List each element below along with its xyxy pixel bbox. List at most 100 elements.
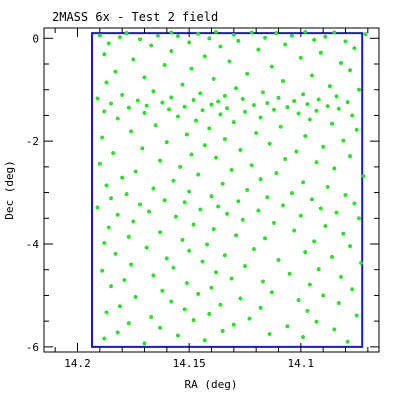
star-point: [182, 200, 187, 205]
star-point: [142, 341, 147, 346]
star-point: [363, 32, 368, 37]
star-point: [108, 196, 113, 201]
star-point: [227, 59, 232, 64]
star-point: [245, 71, 250, 76]
y-tick-label: -6: [26, 341, 39, 354]
star-point: [207, 126, 212, 131]
star-point: [196, 31, 201, 36]
star-point: [236, 199, 241, 204]
star-point: [285, 105, 290, 110]
star-point: [348, 68, 353, 73]
star-point: [209, 194, 214, 199]
star-point: [207, 36, 212, 41]
star-point: [260, 90, 265, 95]
star-point: [102, 240, 107, 245]
star-point: [202, 54, 207, 59]
star-point: [312, 37, 317, 42]
star-point: [314, 319, 319, 324]
star-point: [307, 117, 312, 122]
star-point: [135, 98, 140, 103]
star-point: [348, 244, 353, 249]
star-point: [124, 192, 129, 197]
star-point: [160, 100, 165, 105]
star-point: [207, 311, 212, 316]
y-tick-label: -2: [26, 135, 39, 148]
star-point: [137, 37, 142, 42]
star-point: [158, 230, 163, 235]
star-point: [225, 211, 230, 216]
star-point: [294, 149, 299, 154]
star-point: [106, 225, 111, 230]
star-point: [276, 257, 281, 262]
star-point: [247, 316, 252, 321]
star-point: [321, 144, 326, 149]
star-point: [95, 205, 100, 210]
star-point: [272, 107, 277, 112]
star-point: [167, 107, 172, 112]
star-point: [144, 245, 149, 250]
star-point: [296, 298, 301, 303]
star-point: [341, 138, 346, 143]
star-point: [238, 296, 243, 301]
star-point: [354, 127, 359, 132]
star-point: [267, 141, 272, 146]
star-point: [234, 233, 239, 238]
star-point: [164, 140, 169, 145]
star-point: [204, 242, 209, 247]
star-point: [144, 103, 149, 108]
star-point: [200, 108, 205, 113]
star-point: [131, 219, 136, 224]
star-point: [323, 223, 328, 228]
star-point: [120, 92, 125, 97]
star-point: [169, 95, 174, 100]
star-point: [345, 339, 350, 344]
star-point: [184, 281, 189, 286]
star-point: [175, 34, 180, 39]
star-point: [158, 325, 163, 330]
star-point: [202, 143, 207, 148]
star-point: [218, 44, 223, 49]
star-point: [330, 254, 335, 259]
star-point: [115, 330, 120, 335]
star-point: [120, 175, 125, 180]
star-point: [323, 34, 328, 39]
star-point: [158, 158, 163, 163]
star-point: [289, 33, 294, 38]
star-point: [251, 103, 256, 108]
star-point: [117, 35, 122, 40]
y-tick-label: 0: [32, 32, 39, 45]
star-point: [354, 313, 359, 318]
star-point: [303, 30, 308, 35]
star-point: [97, 33, 102, 38]
star-point: [131, 57, 136, 62]
star-point: [149, 315, 154, 320]
star-point: [269, 64, 274, 69]
star-point: [274, 31, 279, 36]
star-point: [318, 206, 323, 211]
star-point: [211, 227, 216, 232]
star-point: [292, 228, 297, 233]
chart-title: 2MASS 6x - Test 2 field: [52, 10, 218, 24]
star-point: [129, 262, 134, 267]
star-point: [137, 202, 142, 207]
y-tick-label: -4: [26, 238, 40, 251]
star-point: [153, 123, 158, 128]
star-point: [281, 78, 286, 83]
star-point: [356, 87, 361, 92]
star-point: [334, 210, 339, 215]
star-point: [111, 150, 116, 155]
star-point: [240, 217, 245, 222]
star-point: [267, 332, 272, 337]
star-point: [249, 163, 254, 168]
star-point: [175, 114, 180, 119]
star-point: [115, 116, 120, 121]
star-point: [352, 201, 357, 206]
star-point: [104, 80, 109, 85]
star-point: [95, 96, 100, 101]
star-point: [198, 91, 203, 96]
star-point: [258, 115, 263, 120]
star-point: [164, 256, 169, 261]
star-point: [126, 234, 131, 239]
star-point: [361, 174, 366, 179]
star-point: [225, 106, 230, 111]
